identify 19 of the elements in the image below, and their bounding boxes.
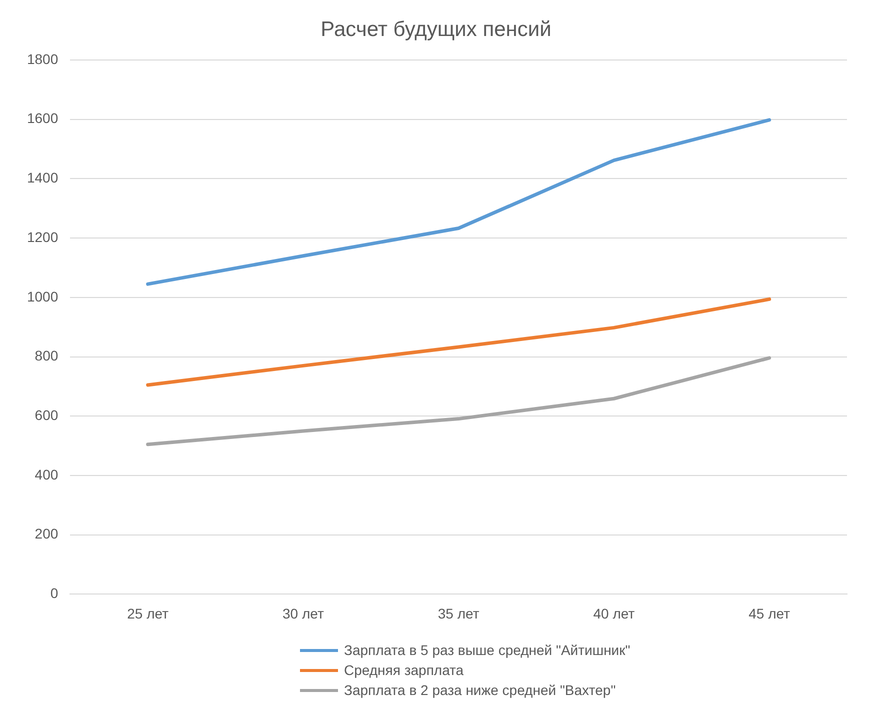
y-tick-label: 0 bbox=[50, 585, 58, 602]
y-tick-label: 1600 bbox=[26, 110, 58, 126]
y-tick-label: 600 bbox=[34, 406, 58, 423]
x-tick-label: 35 лет bbox=[438, 605, 480, 622]
y-tick-label: 1400 bbox=[26, 170, 58, 186]
x-tick-label: 25 лет bbox=[127, 605, 170, 622]
x-tick-label: 45 лет bbox=[748, 605, 791, 622]
y-tick-label: 1200 bbox=[26, 228, 58, 245]
legend-label: Зарплата в 2 раза ниже средней "Вахтер" bbox=[344, 682, 616, 698]
y-tick-label: 200 bbox=[34, 526, 58, 542]
chart-title: Расчет будущих пенсий bbox=[320, 18, 552, 42]
x-tick-label: 40 лет bbox=[593, 605, 636, 622]
y-tick-label: 1800 bbox=[26, 50, 58, 67]
y-tick-label: 400 bbox=[34, 466, 58, 482]
x-tick-label: 30 лет bbox=[282, 605, 324, 622]
y-tick-label: 1000 bbox=[26, 288, 58, 304]
y-tick-label: 800 bbox=[34, 348, 58, 364]
legend-label: Зарплата в 5 раз выше средней "Айтишник" bbox=[344, 642, 630, 658]
legend-label: Средняя зарплата bbox=[344, 662, 464, 678]
